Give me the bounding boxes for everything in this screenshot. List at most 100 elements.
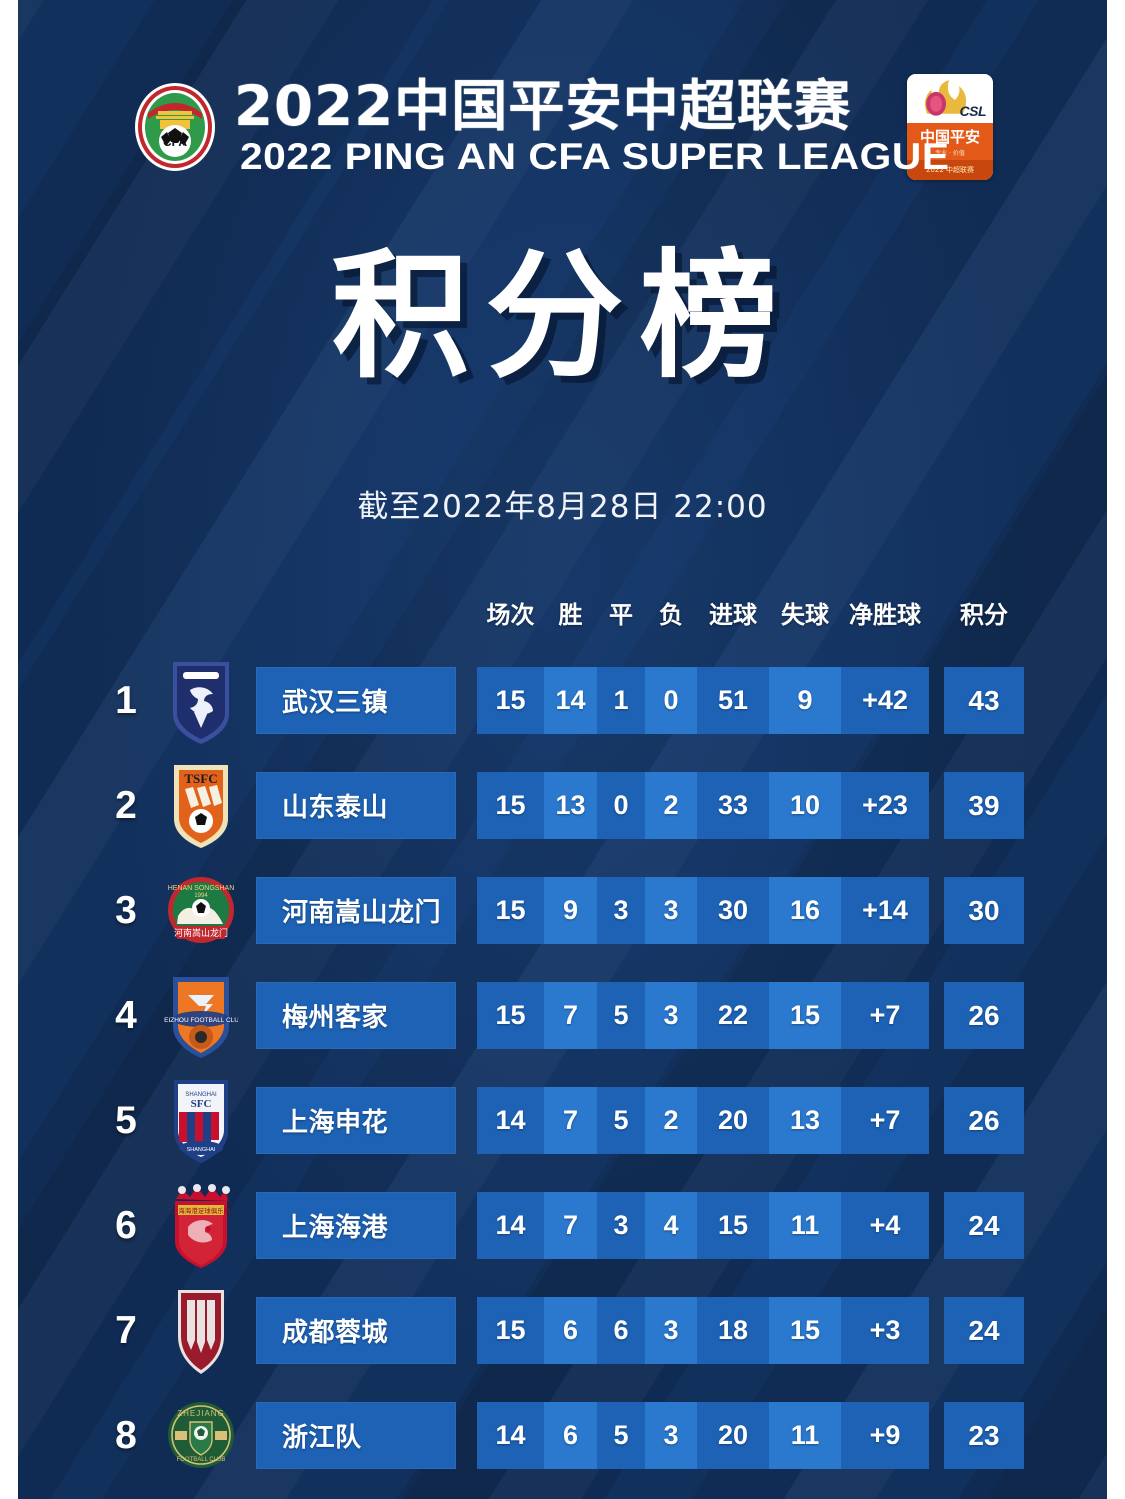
svg-text:FOOTBALL CLUB: FOOTBALL CLUB bbox=[177, 1457, 226, 1463]
stat-ga: 11 bbox=[769, 1402, 841, 1469]
stat-won: 6 bbox=[544, 1402, 597, 1469]
svg-text:MEIZHOU FOOTBALL CLUB: MEIZHOU FOOTBALL CLUB bbox=[164, 1017, 238, 1024]
stat-gf: 15 bbox=[697, 1192, 769, 1259]
svg-text:上海海港足球俱乐部: 上海海港足球俱乐部 bbox=[172, 1206, 231, 1215]
table-row: 6 上海海港足球俱乐部 上海海港 14 7 3 4 15 11 +4 24 bbox=[18, 1173, 1107, 1278]
league-name-cn: 2022中国平安中超联赛 bbox=[233, 74, 852, 139]
team-name-cell[interactable]: 山东泰山 bbox=[256, 772, 456, 839]
column-header-won: 胜 bbox=[558, 601, 583, 629]
stat-gf: 33 bbox=[697, 772, 769, 839]
stat-gf: 20 bbox=[697, 1087, 769, 1154]
svg-text:1994: 1994 bbox=[194, 893, 208, 899]
stat-points: 23 bbox=[944, 1402, 1024, 1469]
stat-ga: 15 bbox=[769, 982, 841, 1049]
stat-lost: 4 bbox=[645, 1192, 697, 1259]
stat-gd: +9 bbox=[841, 1402, 929, 1469]
stat-drawn: 0 bbox=[597, 772, 645, 839]
csl-text: CSL bbox=[959, 102, 987, 119]
stat-gd: +7 bbox=[841, 982, 929, 1049]
rank-number: 2 bbox=[115, 783, 137, 827]
shanghai-port-crest: 上海海港足球俱乐部 bbox=[164, 1179, 238, 1271]
stat-lost: 0 bbox=[645, 667, 697, 734]
cfa-logo-icon: CFA bbox=[132, 79, 218, 175]
henan-songshan-longmen-crest: HENAN SONGSHAN 1994 河南嵩山龙门 bbox=[164, 864, 238, 956]
league-name-en: 2022 PING AN CFA SUPER LEAGUE bbox=[239, 135, 950, 177]
team-name-cell[interactable]: 浙江队 bbox=[256, 1402, 456, 1469]
stat-ga: 10 bbox=[769, 772, 841, 839]
league-wordmark: 2022中国平安中超联赛 2022 PING AN CFA SUPER LEAG… bbox=[234, 77, 949, 176]
stat-played: 14 bbox=[477, 1192, 544, 1259]
stat-gd: +3 bbox=[841, 1297, 929, 1364]
column-header-gd: 净胜球 bbox=[849, 601, 921, 629]
rank-number: 6 bbox=[115, 1203, 137, 1247]
stat-lost: 3 bbox=[645, 877, 697, 944]
svg-text:TSFC: TSFC bbox=[184, 771, 217, 786]
stat-played: 15 bbox=[477, 1297, 544, 1364]
stat-played: 14 bbox=[477, 1087, 544, 1154]
team-name-cell[interactable]: 梅州客家 bbox=[256, 982, 456, 1049]
team-name-cell[interactable]: 成都蓉城 bbox=[256, 1297, 456, 1364]
team-name: 山东泰山 bbox=[282, 793, 389, 823]
stat-won: 9 bbox=[544, 877, 597, 944]
table-row: 2 TSFC 山东泰山 15 13 0 2 33 10 +23 39 bbox=[18, 753, 1107, 858]
stat-gd: +7 bbox=[841, 1087, 929, 1154]
stat-ga: 16 bbox=[769, 877, 841, 944]
csl-flame-logo-icon: CSL bbox=[907, 74, 994, 123]
svg-text:SHANGHAI: SHANGHAI bbox=[187, 1147, 216, 1153]
stat-ga: 9 bbox=[769, 667, 841, 734]
rank-number: 4 bbox=[115, 993, 137, 1037]
rank-number: 7 bbox=[115, 1308, 137, 1352]
stat-gf: 30 bbox=[697, 877, 769, 944]
rank-number: 3 bbox=[115, 888, 137, 932]
stat-lost: 3 bbox=[645, 982, 697, 1049]
svg-text:HENAN SONGSHAN: HENAN SONGSHAN bbox=[168, 885, 235, 892]
table-column-headers: 场次胜平负进球 失球 净胜球 积分 bbox=[18, 600, 1107, 648]
svg-text:CFA: CFA bbox=[163, 135, 187, 149]
stat-points: 39 bbox=[944, 772, 1024, 839]
team-name: 浙江队 bbox=[282, 1423, 362, 1453]
stat-played: 14 bbox=[477, 1402, 544, 1469]
table-row: 4 MEIZHOU FOOTBALL CLUB 梅州客家157532215+72… bbox=[18, 963, 1107, 1068]
sponsor-slogan: 专业 · 价值 bbox=[935, 149, 965, 157]
team-name: 河南嵩山龙门 bbox=[282, 898, 442, 928]
stat-won: 14 bbox=[544, 667, 597, 734]
zhejiang-fc-crest: ZHEJIANG FOOTBALL CLUB bbox=[164, 1389, 238, 1481]
stat-gf: 22 bbox=[697, 982, 769, 1049]
team-name-cell[interactable]: 武汉三镇 bbox=[256, 667, 456, 734]
stat-points: 26 bbox=[944, 1087, 1024, 1154]
team-name: 上海申花 bbox=[282, 1108, 389, 1138]
stat-drawn: 6 bbox=[597, 1297, 645, 1364]
stat-drawn: 3 bbox=[597, 1192, 645, 1259]
team-name: 上海海港 bbox=[282, 1213, 389, 1243]
stat-points: 43 bbox=[944, 667, 1024, 734]
stat-drawn: 5 bbox=[597, 1087, 645, 1154]
stat-gd: +23 bbox=[841, 772, 929, 839]
stat-drawn: 3 bbox=[597, 877, 645, 944]
stat-lost: 2 bbox=[645, 1087, 697, 1154]
table-row: 1 武汉三镇 15 14 1 0 51 9 +42 43 bbox=[18, 648, 1107, 753]
poster-canvas: CFA 2022中国平安中超联赛 2022 PING AN CFA SUPER … bbox=[18, 0, 1107, 1499]
rank-number: 5 bbox=[115, 1098, 137, 1142]
stat-gf: 20 bbox=[697, 1402, 769, 1469]
stat-ga: 15 bbox=[769, 1297, 841, 1364]
sponsor-badge: CSL 中国平安 专业 · 价值 2022 中超联赛 bbox=[907, 74, 994, 180]
stat-won: 7 bbox=[544, 1192, 597, 1259]
stat-gd: +14 bbox=[841, 877, 929, 944]
stat-ga: 11 bbox=[769, 1192, 841, 1259]
svg-text:SFC: SFC bbox=[191, 1098, 212, 1110]
stat-ga: 13 bbox=[769, 1087, 841, 1154]
stat-lost: 3 bbox=[645, 1297, 697, 1364]
sponsor-name-block: 中国平安 专业 · 价值 bbox=[907, 122, 994, 160]
team-name-cell[interactable]: 上海海港 bbox=[256, 1192, 456, 1259]
page-subtitle: 截至2022年8月28日 22:00 bbox=[357, 489, 768, 525]
stat-drawn: 5 bbox=[597, 1402, 645, 1469]
shanghai-shenhua-crest: SHANGHAI SFC SHANGHAI bbox=[164, 1074, 238, 1166]
stat-won: 13 bbox=[544, 772, 597, 839]
sponsor-season-label: 2022 中超联赛 bbox=[907, 160, 994, 180]
shandong-taishan-crest: TSFC bbox=[164, 759, 238, 851]
stat-drawn: 1 bbox=[597, 667, 645, 734]
column-header-played: 场次 bbox=[486, 601, 535, 629]
team-name-cell[interactable]: 上海申花 bbox=[256, 1087, 456, 1154]
team-name-cell[interactable]: 河南嵩山龙门 bbox=[256, 877, 456, 944]
standings-table: 场次胜平负进球 失球 净胜球 积分 1 武汉三镇 15 14 1 0 51 9 +42 43 2 TSF… bbox=[18, 600, 1107, 1488]
